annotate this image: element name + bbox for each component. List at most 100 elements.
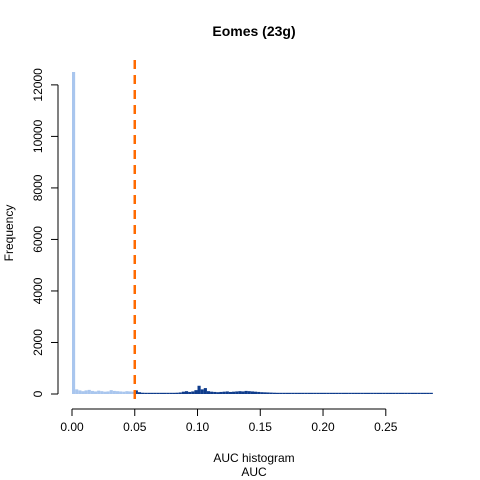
histogram-bar-109	[414, 392, 418, 394]
histogram-bar-7	[93, 391, 98, 394]
y-tick-label: 6000	[31, 226, 45, 253]
histogram-bar-75	[307, 392, 311, 394]
x-tick-label: 0.15	[249, 420, 273, 434]
histogram-bar-83	[332, 392, 336, 394]
histogram-bar-13	[112, 390, 116, 394]
histogram-bar-57	[250, 391, 254, 394]
histogram-bar-5	[87, 389, 91, 394]
histogram-bar-113	[426, 392, 430, 394]
histogram-bars	[72, 72, 433, 394]
histogram-bar-106	[404, 392, 408, 394]
histogram-bar-39	[194, 390, 198, 394]
histogram-bar-14	[115, 391, 120, 394]
histogram-bar-74	[304, 392, 308, 394]
histogram-bar-18	[128, 391, 132, 394]
histogram-bar-107	[407, 392, 411, 394]
histogram-bar-94	[366, 392, 371, 394]
histogram-bar-81	[326, 392, 330, 394]
histogram-bar-108	[410, 392, 415, 394]
histogram-bar-72	[297, 392, 302, 394]
histogram-bar-84	[335, 392, 339, 394]
histogram-bar-22	[141, 392, 145, 394]
histogram-bar-62	[266, 392, 270, 394]
histogram-bar-21	[137, 392, 142, 394]
histogram-bar-98	[379, 392, 383, 394]
x-axis-sublabel: AUC	[241, 465, 267, 479]
y-axis-label: Frequency	[2, 205, 16, 262]
histogram-bar-102	[392, 392, 396, 394]
histogram-bar-43	[206, 391, 211, 394]
histogram-bar-11	[106, 391, 110, 394]
histogram-bar-90	[354, 392, 358, 394]
histogram-bar-28	[159, 392, 163, 394]
histogram-bar-110	[417, 392, 421, 394]
histogram-bar-70	[291, 392, 295, 394]
histogram-bar-64	[272, 392, 276, 394]
histogram-bar-19	[131, 391, 135, 394]
histogram-bar-51	[232, 391, 236, 394]
histogram-bar-59	[257, 391, 261, 394]
y-tick-label: 0	[31, 390, 45, 397]
histogram-bar-52	[235, 391, 239, 394]
histogram-bar-50	[228, 391, 233, 394]
histogram-bar-63	[269, 392, 273, 394]
histogram-bar-2	[78, 390, 82, 394]
histogram-bar-86	[341, 392, 345, 394]
histogram-bar-112	[423, 392, 427, 394]
histogram-bar-88	[348, 392, 352, 394]
histogram-bar-97	[376, 392, 380, 394]
histogram-bar-6	[90, 390, 94, 394]
histogram-bar-105	[401, 392, 405, 394]
histogram-bar-40	[197, 385, 201, 394]
histogram-bar-93	[363, 392, 367, 394]
histogram-bar-20	[134, 390, 138, 394]
y-tick-label: 10000	[31, 119, 45, 153]
histogram-bar-23	[144, 392, 148, 394]
histogram-bar-33	[175, 392, 179, 394]
histogram-bar-87	[345, 392, 349, 394]
histogram-bar-26	[153, 392, 157, 394]
histogram-bar-82	[329, 392, 333, 394]
histogram-bar-10	[103, 391, 107, 394]
histogram-bar-31	[169, 392, 173, 394]
histogram-bar-53	[238, 391, 242, 394]
histogram-bar-78	[316, 392, 320, 394]
histogram-bar-96	[373, 392, 377, 394]
histogram-bar-71	[294, 392, 298, 394]
histogram-bar-30	[166, 392, 170, 394]
x-tick-label: 0.00	[60, 420, 84, 434]
histogram-bar-34	[178, 392, 182, 394]
histogram-bar-104	[398, 392, 402, 394]
y-tick-label: 8000	[31, 174, 45, 201]
histogram-bar-95	[370, 392, 374, 394]
histogram-bar-32	[172, 392, 176, 394]
histogram-bar-58	[254, 391, 258, 394]
x-tick-label: 0.10	[186, 420, 210, 434]
histogram-bar-56	[247, 391, 251, 394]
histogram-bar-1	[75, 389, 79, 394]
histogram-bar-68	[285, 392, 289, 394]
x-tick-label: 0.25	[374, 420, 398, 434]
histogram-bar-38	[191, 391, 195, 394]
histogram-bar-4	[84, 390, 88, 394]
histogram-bar-91	[357, 392, 361, 394]
histogram-bar-48	[222, 391, 226, 394]
histogram-bar-29	[163, 392, 167, 394]
histogram-bar-41	[200, 389, 204, 394]
y-tick-label: 12000	[31, 68, 45, 102]
histogram-bar-37	[188, 391, 192, 394]
histogram-bar-66	[279, 392, 283, 394]
histogram-bar-80	[323, 392, 327, 394]
histogram-bar-17	[125, 391, 129, 394]
histogram-bar-24	[147, 392, 151, 394]
histogram-bar-54	[241, 391, 245, 394]
histogram-bar-61	[263, 392, 267, 394]
histogram-bar-42	[203, 388, 207, 394]
histogram-bar-60	[260, 392, 264, 394]
y-tick-label: 2000	[31, 329, 45, 356]
histogram-bar-12	[109, 390, 113, 394]
histogram-bar-65	[275, 392, 280, 394]
histogram-bar-36	[184, 391, 189, 394]
histogram-bar-89	[351, 392, 355, 394]
